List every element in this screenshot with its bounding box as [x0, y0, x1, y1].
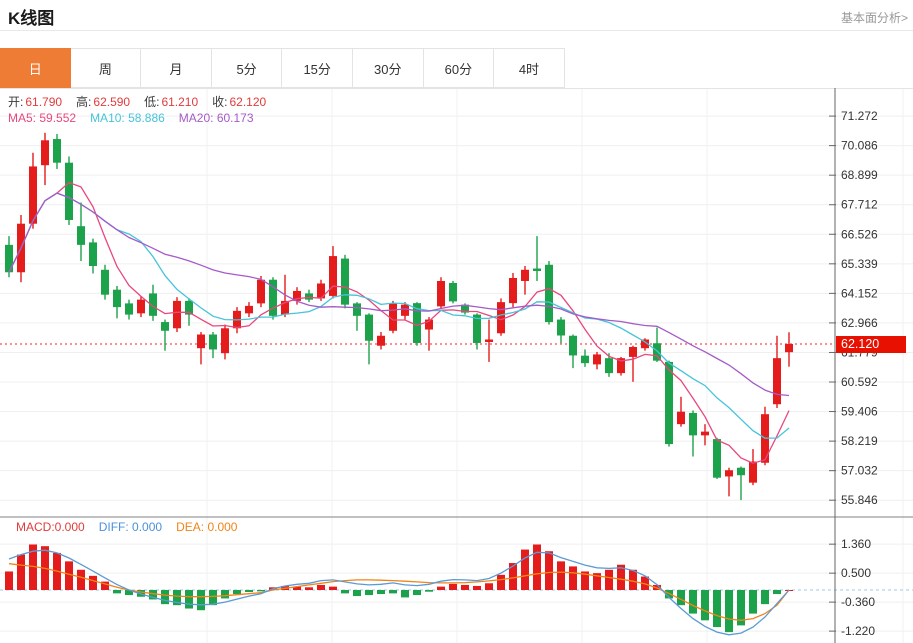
low-readout: 低: 61.210	[144, 95, 199, 109]
svg-text:57.032: 57.032	[841, 464, 878, 478]
svg-text:1.360: 1.360	[841, 537, 871, 551]
tab-4hour[interactable]: 4时	[494, 48, 565, 88]
kline-chart[interactable]: 71.272 70.086 68.899 67.712 66.526 65.339 64.1…	[0, 88, 913, 643]
svg-text:65.339: 65.339	[841, 257, 878, 271]
svg-text:58.219: 58.219	[841, 434, 878, 448]
close-readout: 收: 62.120	[212, 95, 267, 109]
tab-15min[interactable]: 15分	[282, 48, 353, 88]
ma20-readout: MA20: 60.173	[178, 111, 254, 125]
tab-30min[interactable]: 30分	[352, 48, 424, 88]
macd-value-readout: MACD:0.000	[16, 520, 85, 534]
svg-text:-0.360: -0.360	[841, 595, 875, 609]
fundamental-analysis-link[interactable]: 基本面分析>	[840, 11, 908, 25]
svg-text:70.086: 70.086	[841, 139, 878, 153]
ma-readout: MA5: 59.552 MA10: 58.886 MA20: 60.173	[8, 111, 254, 125]
ma20-line	[8, 192, 790, 397]
last-price-badge: 62.120	[836, 336, 906, 353]
svg-text:67.712: 67.712	[841, 198, 878, 212]
ohlc-readout: 开: 61.790 高: 62.590 低: 61.210 收: 62.120	[8, 93, 266, 110]
open-readout: 开: 61.790	[8, 95, 63, 109]
tab-week[interactable]: 周	[70, 48, 142, 88]
y-axis: 71.272 70.086 68.899 67.712 66.526 65.339 64.1…	[829, 88, 878, 643]
ma5-line	[8, 181, 790, 464]
svg-text:68.899: 68.899	[841, 168, 878, 182]
dea-line	[8, 563, 790, 621]
svg-text:66.526: 66.526	[841, 227, 878, 241]
high-readout: 高: 62.590	[76, 95, 131, 109]
tab-60min[interactable]: 60分	[423, 48, 495, 88]
svg-text:0.500: 0.500	[841, 566, 871, 580]
tab-day[interactable]: 日	[0, 48, 71, 88]
header-divider	[0, 30, 913, 31]
ma10-readout: MA10: 58.886	[90, 111, 165, 125]
ma-lines	[8, 181, 790, 464]
svg-text:55.846: 55.846	[841, 493, 878, 507]
tab-month[interactable]: 月	[141, 48, 212, 88]
svg-text:-1.220: -1.220	[841, 624, 875, 638]
svg-text:60.592: 60.592	[841, 375, 878, 389]
svg-text:71.272: 71.272	[841, 109, 878, 123]
tab-5min[interactable]: 5分	[211, 48, 283, 88]
diff-value-readout: DIFF: 0.000	[98, 520, 163, 534]
svg-text:62.966: 62.966	[841, 316, 878, 330]
svg-text:59.406: 59.406	[841, 405, 878, 419]
chart-gridlines	[0, 88, 913, 643]
macd-readout: MACD:0.000 DIFF: 0.000 DEA: 0.000	[16, 520, 237, 534]
dea-value-readout: DEA: 0.000	[176, 520, 238, 534]
diff-line	[8, 549, 790, 636]
ma5-readout: MA5: 59.552	[8, 111, 77, 125]
ma10-line	[8, 192, 790, 439]
page-title: K线图	[8, 9, 55, 28]
period-tabs: 日 周 月 5分 15分 30分 60分 4时	[0, 48, 565, 88]
svg-text:64.152: 64.152	[841, 286, 878, 300]
candles	[5, 132, 793, 501]
macd-histogram	[5, 544, 793, 633]
